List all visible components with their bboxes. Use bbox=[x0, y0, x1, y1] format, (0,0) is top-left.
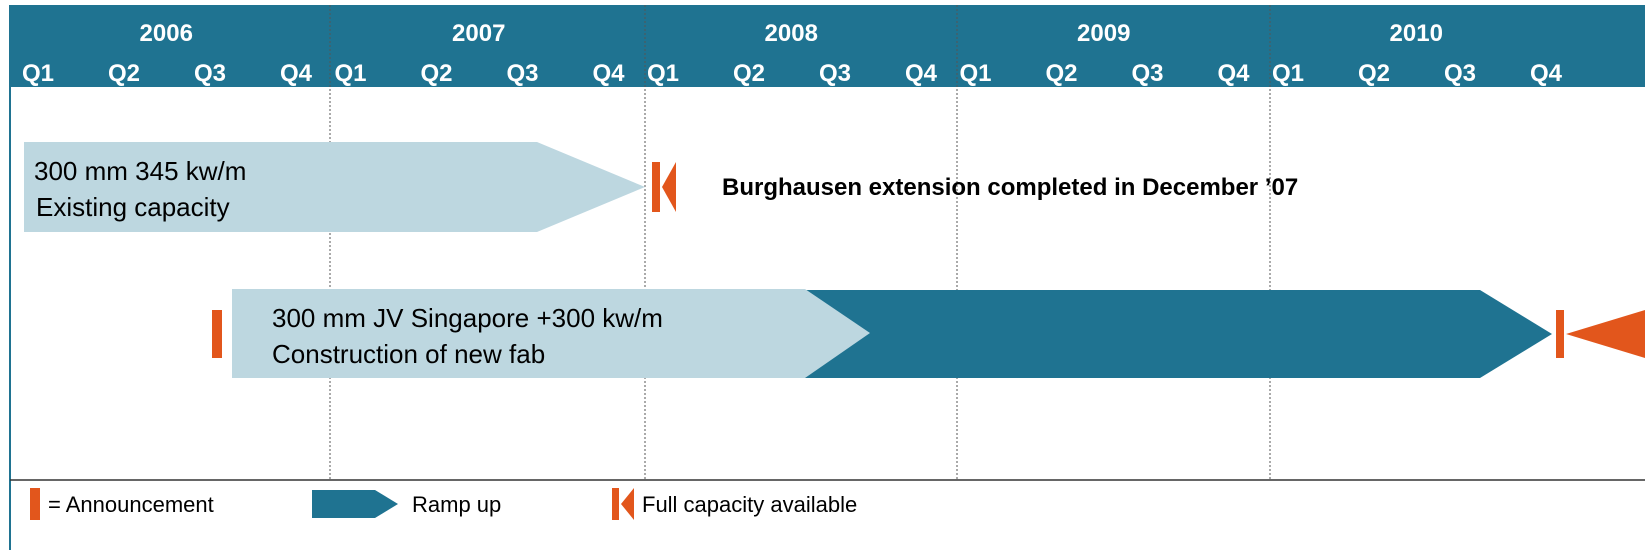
quarter-label: Q1 bbox=[959, 60, 991, 87]
year-label: 2006 bbox=[140, 20, 193, 47]
legend-label: Full capacity available bbox=[642, 492, 857, 517]
quarter-label: Q1 bbox=[647, 60, 679, 87]
legend-full-icon bbox=[612, 488, 634, 520]
year-label: 2010 bbox=[1390, 20, 1443, 47]
legend-label: = Announcement bbox=[48, 492, 214, 517]
quarter-label: Q3 bbox=[194, 60, 226, 87]
announcement-marker bbox=[212, 310, 222, 358]
quarter-label: Q1 bbox=[1272, 60, 1304, 87]
quarter-label: Q1 bbox=[22, 60, 54, 87]
quarter-label: Q4 bbox=[1217, 60, 1250, 87]
year-label: 2009 bbox=[1077, 20, 1130, 47]
year-dividers bbox=[329, 5, 1271, 480]
quarter-label: Q3 bbox=[1444, 60, 1476, 87]
bar-label: Existing capacity bbox=[36, 192, 230, 222]
quarter-label: Q2 bbox=[420, 60, 452, 87]
full-capacity-marker bbox=[1556, 310, 1645, 358]
quarter-label: Q4 bbox=[592, 60, 625, 87]
bar-label: 300 mm 345 kw/m bbox=[34, 156, 246, 186]
quarter-label: Q2 bbox=[108, 60, 140, 87]
bar-label: Construction of new fab bbox=[272, 339, 545, 369]
full-capacity-marker bbox=[652, 162, 676, 212]
quarter-label: Q4 bbox=[280, 60, 313, 87]
quarter-label: Q1 bbox=[334, 60, 366, 87]
bar-label: 300 mm JV Singapore +300 kw/m bbox=[272, 303, 663, 333]
quarter-label: Q3 bbox=[506, 60, 538, 87]
annotation: Burghausen extension completed in Decemb… bbox=[722, 174, 1298, 201]
quarter-label: Q2 bbox=[1358, 60, 1390, 87]
header-bar bbox=[10, 5, 1645, 87]
quarter-label: Q3 bbox=[1131, 60, 1163, 87]
ramp-up-arrow bbox=[780, 290, 1552, 378]
quarter-label: Q4 bbox=[905, 60, 938, 87]
legend-ramp-icon bbox=[312, 490, 398, 518]
year-label: 2008 bbox=[765, 20, 818, 47]
quarter-label: Q2 bbox=[1045, 60, 1077, 87]
quarter-label: Q4 bbox=[1530, 60, 1563, 87]
construction-arrow bbox=[232, 289, 870, 378]
quarter-label: Q3 bbox=[819, 60, 851, 87]
year-label: 2007 bbox=[452, 20, 505, 47]
quarter-label: Q2 bbox=[733, 60, 765, 87]
legend-label: Ramp up bbox=[412, 492, 501, 517]
existing-capacity-arrow bbox=[24, 142, 645, 232]
legend-announcement-icon bbox=[30, 488, 40, 520]
